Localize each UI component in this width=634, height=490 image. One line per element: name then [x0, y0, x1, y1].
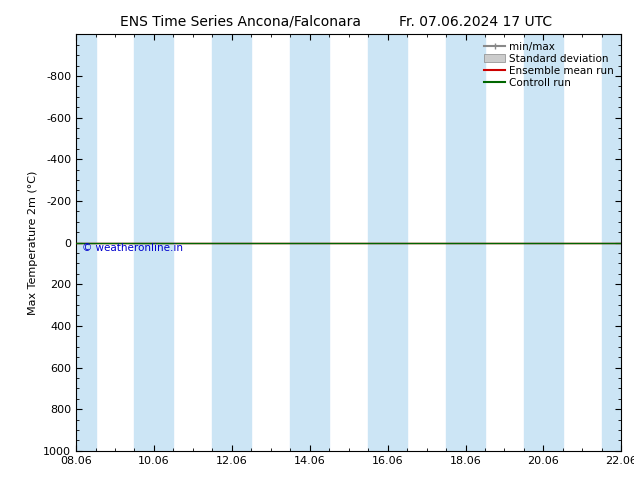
Legend: min/max, Standard deviation, Ensemble mean run, Controll run: min/max, Standard deviation, Ensemble me… — [482, 40, 616, 90]
Text: Fr. 07.06.2024 17 UTC: Fr. 07.06.2024 17 UTC — [399, 15, 552, 29]
Bar — [446, 34, 485, 451]
Bar — [76, 34, 96, 451]
Bar — [602, 34, 621, 451]
Bar — [212, 34, 251, 451]
Bar — [290, 34, 329, 451]
Bar — [524, 34, 563, 451]
Text: ENS Time Series Ancona/Falconara: ENS Time Series Ancona/Falconara — [120, 15, 361, 29]
Bar — [134, 34, 174, 451]
Text: © weatheronline.in: © weatheronline.in — [82, 243, 183, 252]
Bar — [368, 34, 407, 451]
Y-axis label: Max Temperature 2m (°C): Max Temperature 2m (°C) — [28, 171, 37, 315]
